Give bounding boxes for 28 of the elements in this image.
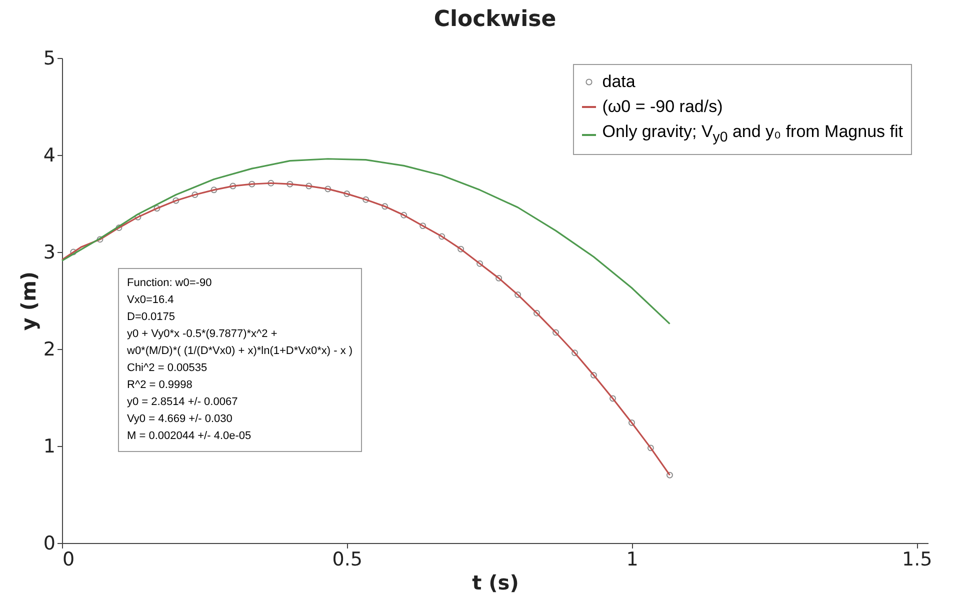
line-series [61,158,671,325]
legend-label: (ω0 = -90 rad/s) [602,96,723,118]
annotation: D=0.0175 [127,310,176,325]
y-axis-title: y (m) [16,271,40,331]
y-tick-label: 5 [43,48,56,70]
annotation: w0*(M/D)*( (1/(D*Vx0) + x)*ln(1+D*Vx0*x) - x ) [127,344,353,359]
annotation: Chi^2 = 0.00535 [127,361,208,376]
legend-label: data [602,71,636,93]
y-tick-label: 1 [43,436,56,458]
x-tick-label: 1.5 [902,548,932,570]
y-tick-label: 3 [43,242,56,264]
chart-title: Clockwise [434,7,556,32]
annotation: Vy0 = 4.669 +/- 0.030 [127,412,234,427]
x-axis-title: t (s) [472,570,519,594]
annotation: R^2 = 0.9998 [127,378,194,393]
annotation: M = 0.002044 +/- 4.0e-05 [127,429,252,444]
annotation: Function: w0=-90 [127,276,213,291]
y-tick-label: 0 [43,532,56,554]
y-tick-label: 4 [43,144,56,166]
annotation: y0 + Vy0*x -0.5*(9.7877)*x^2 + [127,327,278,342]
x-tick-label: 0.5 [332,548,362,570]
y-tick-label: 2 [43,338,56,360]
x-tick-label: 0 [62,548,75,570]
legend-label: Only gravity; V$_{y0}$ and y₀ from Magnus fit [602,121,903,148]
line-series [61,182,671,476]
x-tick-label: 1 [626,548,638,570]
annotation: y0 = 2.8514 +/- 0.0067 [127,395,239,410]
annotation: Vx0=16.4 [127,293,175,308]
